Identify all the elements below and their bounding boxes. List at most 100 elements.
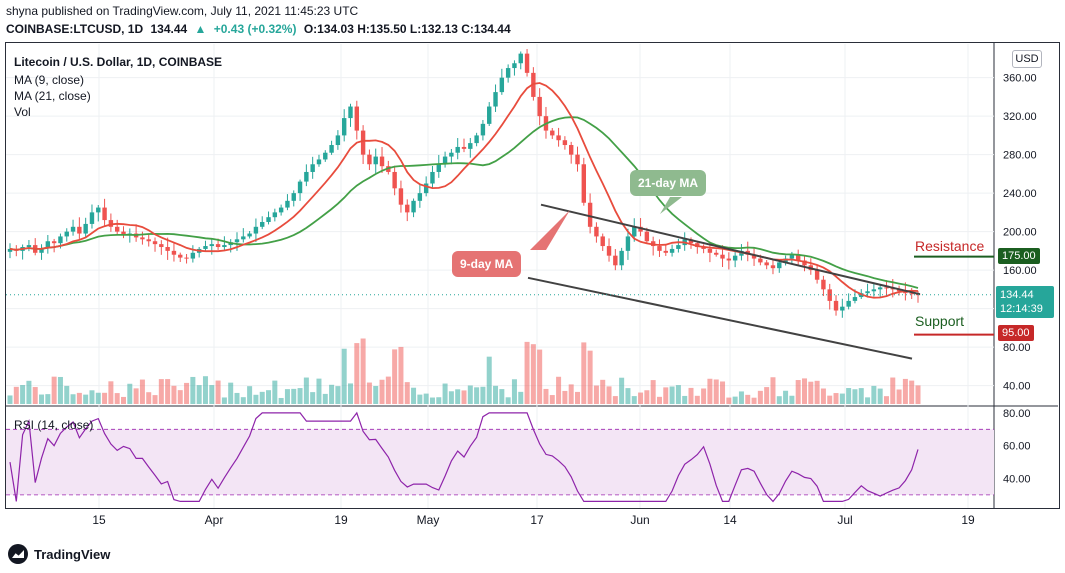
y-tick-label: 160.00 (1003, 265, 1037, 277)
volume-bar (158, 379, 164, 404)
volume-bar (833, 393, 839, 404)
candle (556, 135, 561, 141)
volume-bar (417, 394, 423, 404)
volume-bar (45, 394, 51, 404)
candle (568, 145, 574, 155)
candle (417, 193, 423, 201)
volume-bar (278, 397, 284, 404)
volume-bar (877, 388, 883, 404)
volume-bar (625, 388, 631, 404)
y-tick-label: 80.00 (1003, 342, 1031, 354)
rsi-band (6, 429, 994, 495)
candle (51, 241, 57, 244)
volume-bar (581, 342, 587, 404)
volume-bar (102, 392, 108, 404)
volume-bar (839, 393, 845, 404)
x-tick-label: May (417, 513, 440, 527)
volume-bar (64, 385, 70, 404)
tradingview-logo-icon (8, 544, 28, 564)
volume-bar (631, 396, 637, 404)
candle (632, 226, 637, 237)
volume-bar (896, 389, 902, 404)
ma9-pointer (530, 210, 570, 250)
candle (890, 288, 895, 290)
volume-bar (726, 397, 732, 404)
candle (373, 156, 378, 165)
candle (707, 248, 713, 253)
candle (7, 248, 13, 252)
candle (203, 246, 208, 249)
volume-bar (184, 382, 190, 404)
candle (96, 207, 101, 213)
ohlc-values: O:134.03 H:135.50 L:132.13 C:134.44 (303, 22, 511, 36)
footer-brand[interactable]: TradingView (8, 544, 110, 564)
brand-name: TradingView (34, 546, 111, 562)
volume-bar (871, 385, 877, 404)
volume-bar (39, 394, 45, 404)
volume-bar (366, 382, 372, 404)
ma9-legend: MA (9, close) (14, 73, 85, 87)
volume-bar (360, 338, 366, 404)
ma21-legend: MA (21, close) (14, 89, 91, 103)
volume-bar (814, 380, 820, 404)
candle (777, 262, 782, 269)
volume-bar (95, 392, 101, 404)
volume-bar (385, 376, 391, 404)
volume-bar (429, 397, 435, 404)
candle (190, 252, 196, 259)
candle (758, 258, 763, 263)
volume-bar (316, 378, 322, 404)
candle (480, 123, 486, 136)
last-price-value: 134.44 (1000, 289, 1034, 301)
y-tick-label: 360.00 (1003, 73, 1037, 85)
volume-bar (448, 391, 454, 404)
x-tick-label: Jul (837, 513, 852, 527)
currency-button[interactable]: USD (1012, 50, 1042, 68)
volume-bar (688, 387, 694, 404)
x-tick-label: 15 (92, 513, 106, 527)
candle (455, 146, 460, 153)
volume-bar (701, 388, 707, 404)
volume-bar (612, 396, 618, 404)
candle (581, 164, 587, 203)
volume-bar (114, 393, 120, 404)
candle (827, 289, 832, 301)
volume-bar (770, 377, 776, 404)
candle (411, 200, 416, 213)
candle (39, 247, 44, 253)
volume-bar (568, 384, 574, 404)
candle (644, 231, 650, 242)
volume-bar (802, 378, 807, 404)
volume-bar (890, 377, 896, 404)
volume-bar (720, 381, 726, 404)
candle (26, 245, 32, 248)
volume-bar (20, 385, 26, 404)
volume-bar (909, 380, 915, 404)
candle (562, 140, 568, 146)
volume-bar (751, 397, 757, 404)
volume-bar (852, 389, 858, 404)
volume-bar (57, 376, 63, 404)
up-triangle-icon: ▲ (194, 22, 207, 36)
volume-bar (51, 376, 57, 404)
candle (461, 146, 467, 149)
volume-bar (436, 397, 442, 404)
candle (108, 220, 114, 227)
volume-bar (139, 379, 145, 404)
volume-bar (537, 349, 543, 404)
volume-bar (392, 349, 398, 404)
candle (222, 245, 227, 248)
volume-bar (663, 387, 669, 404)
volume-bar (783, 390, 789, 404)
candle (594, 226, 599, 237)
volume-bar (827, 395, 833, 404)
candle (405, 204, 410, 213)
candle (215, 244, 221, 248)
volume-bar (373, 386, 379, 404)
candle (789, 254, 795, 259)
candle (625, 236, 631, 251)
candle (695, 243, 700, 248)
volume-bar (902, 378, 908, 404)
candle (714, 252, 719, 255)
